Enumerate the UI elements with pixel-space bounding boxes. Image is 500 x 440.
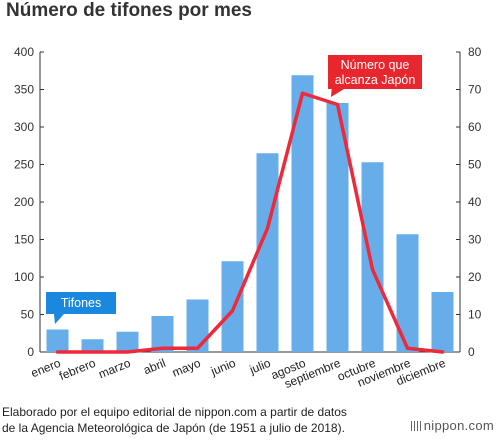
line-point-noviembre [406,346,409,350]
left-tick-label: 150 [14,233,34,247]
source-line-1: Elaborado por el equipo editorial de nip… [2,405,347,419]
callout-tifones-text: Tifones [61,296,102,310]
left-tick-label: 300 [14,120,34,134]
x-tick-label-enero: enero [29,356,63,381]
right-tick-label: 80 [468,45,482,59]
bar-febrero [81,339,104,352]
chart-title: Número de tifones por mes [6,0,252,21]
callout-tifones-box [46,292,116,314]
left-tick-label: 400 [14,45,34,59]
logo-mark-icon [410,421,421,431]
bar-julio [256,153,279,352]
line-point-abril [161,346,164,350]
right-tick-label: 70 [468,83,482,97]
callout-tifones-pointer [54,314,64,324]
right-tick-label: 50 [468,158,482,172]
bar-marzo [116,331,139,352]
left-tick-label: 200 [14,195,34,209]
line-layer [55,91,445,354]
source-line-2: de la Agencia Meteorológica de Japón (de… [2,421,345,435]
right-tick-label: 0 [468,345,475,359]
typhoon-chart: 0 50 100 150 200 250 300 350 400 0 10 20 30 40 50 60 70 8… [14,45,482,391]
x-tick-label-marzo: marzo [96,356,132,382]
callout-japon-text-1: alcanza Japón [335,73,416,87]
callout-japon-text-0: Número que [341,58,410,72]
logo-text: nippon.com [423,418,494,433]
line-point-agosto [301,91,304,95]
x-tick-label-febrero: febrero [57,356,98,383]
line-point-marzo [126,350,129,354]
x-tick-label-junio: junio [208,356,238,379]
line-point-septiembre [336,103,339,106]
left-tick-label: 100 [14,270,34,284]
line-point-junio [231,309,234,313]
left-tick-label: 350 [14,83,34,97]
bar-layer [46,75,454,352]
bar-septiembre [326,103,349,352]
line-point-febrero [91,350,94,354]
line-point-enero [56,350,59,354]
bar-noviembre [396,234,419,352]
left-tick-label: 250 [14,158,34,172]
right-tick-label: 30 [468,233,482,247]
left-tick-label: 50 [21,308,35,322]
bar-enero [46,329,69,352]
left-tick-label: 0 [27,345,34,359]
bar-mayo [186,299,209,352]
callout-japon-pointer [331,85,344,97]
source-note: Elaborado por el equipo editorial de nip… [2,404,347,436]
x-tick-label-mayo: mayo [170,356,203,380]
axis-layer: 0 50 100 150 200 250 300 350 400 0 10 20 30 40 50 60 70 8… [14,45,482,359]
right-tick-label: 60 [468,120,482,134]
bar-octubre [361,162,384,352]
x-tick-label-abril: abril [141,356,167,377]
callout-japon-box [328,55,422,89]
nippon-logo: nippon.com [410,418,494,433]
right-tick-label: 40 [468,195,482,209]
line-point-mayo [196,346,199,350]
x-tick-label-julio: julio [247,356,273,377]
line-point-octubre [371,268,374,271]
bar-abril [151,316,174,352]
bar-agosto [291,75,314,352]
line-series-japon [55,91,445,354]
right-tick-label: 10 [468,308,482,322]
line-point-julio [266,226,269,230]
line-point-diciembre [441,350,444,354]
right-tick-label: 20 [468,270,482,284]
bar-diciembre [431,292,454,352]
